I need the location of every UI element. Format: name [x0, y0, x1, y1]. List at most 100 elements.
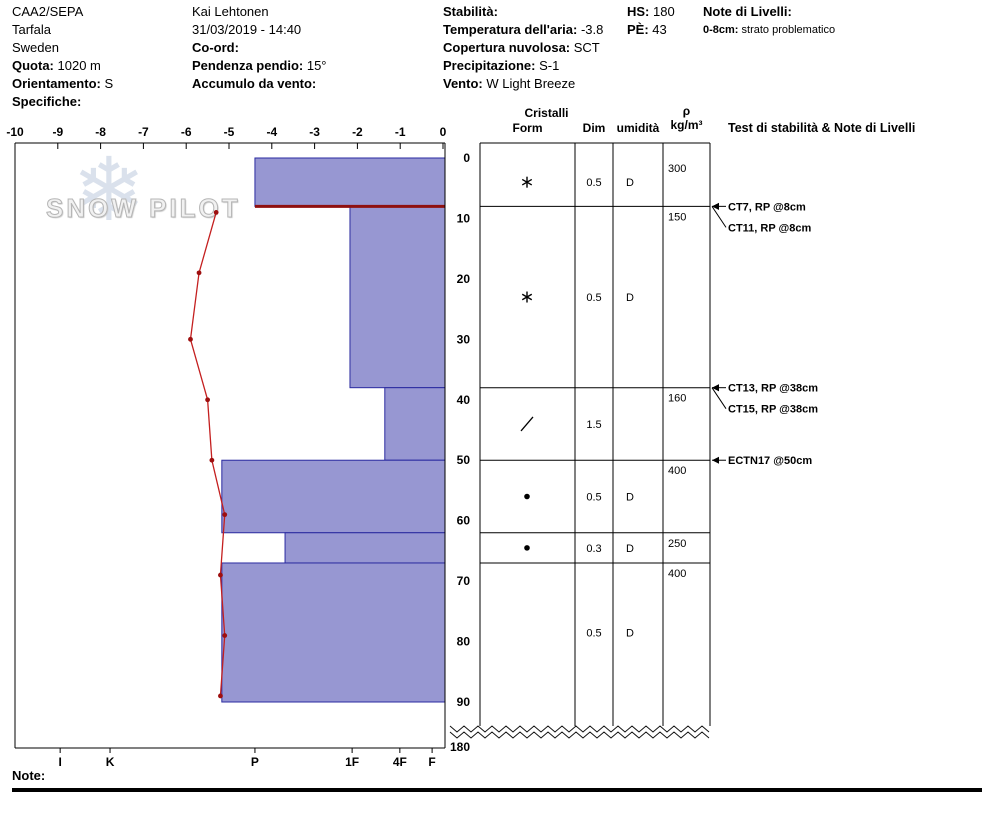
moisture-value: D	[626, 627, 634, 639]
col-header-tests: Test di stabilità & Note di Livelli	[728, 121, 916, 135]
hardness-tick-label: K	[106, 755, 115, 769]
depth-break-zigzag	[449, 731, 710, 739]
header-country: Sweden	[12, 40, 59, 55]
hardness-tick-label: P	[251, 755, 259, 769]
density-value: 400	[668, 568, 686, 580]
hardness-bar	[349, 205, 446, 389]
density-value: 160	[668, 393, 686, 405]
temperature-point	[218, 572, 223, 578]
temp-tick-label: -2	[352, 125, 363, 139]
temperature-point	[218, 693, 223, 699]
depth-label: 70	[457, 574, 471, 588]
temp-tick-label: -6	[181, 125, 192, 139]
depth-label: 90	[457, 695, 471, 709]
grain-size-value: 1.5	[586, 419, 601, 431]
test-annotation-label: CT7, RP @8cm	[728, 201, 806, 213]
depth-label: 40	[457, 393, 471, 407]
moisture-value: D	[626, 491, 634, 503]
field-pe: PÈ: 43	[627, 22, 667, 37]
moisture-value: D	[626, 177, 634, 189]
notes-di-livelli-title: Note di Livelli:	[703, 4, 792, 19]
temperature-point	[209, 457, 215, 463]
grain-size-value: 0.5	[586, 491, 601, 503]
depth-label: 20	[457, 272, 471, 286]
field-vento: Vento: W Light Breeze	[443, 76, 576, 91]
col-header-dim: Dim	[582, 121, 606, 135]
moisture-value: D	[626, 543, 634, 555]
temp-tick-label: -5	[224, 125, 235, 139]
temp-tick-label: -1	[395, 125, 406, 139]
grain-size-value: 0.5	[586, 292, 601, 304]
col-header-cristalli: Cristalli	[524, 106, 569, 120]
density-value: 150	[668, 211, 686, 223]
temperature-point	[188, 336, 193, 342]
depth-label: 80	[457, 635, 471, 649]
grain-stellar-icon	[521, 293, 533, 301]
bottom-rule	[12, 788, 982, 792]
header-location: Tarfala	[12, 22, 52, 37]
field-specifiche: Specifiche:	[12, 94, 82, 109]
note-entry: 0-8cm: strato problematico	[703, 24, 836, 36]
note-label: Note:	[12, 768, 46, 783]
temperature-point	[213, 210, 219, 215]
snowflake-icon: ❄	[72, 140, 146, 239]
field-datetime: 31/03/2019 - 14:40	[192, 22, 302, 37]
field-coord: Co-ord:	[192, 40, 239, 55]
temp-tick-label: -7	[138, 125, 149, 139]
header-org: CAA2/SEPA	[12, 4, 84, 19]
temp-tick-label: -8	[95, 125, 106, 139]
grain-size-value: 0.3	[586, 543, 601, 555]
grain-size-value: 0.5	[586, 627, 601, 639]
hardness-bar	[221, 562, 446, 703]
temp-tick-label: -10	[6, 125, 24, 139]
total-depth-label: 180	[450, 740, 470, 754]
field-observer: Kai Lehtonen	[192, 4, 269, 19]
test-annotation-label: CT13, RP @38cm	[728, 383, 818, 395]
hardness-bar	[254, 157, 446, 207]
watermark-text: SNOW PILOT	[46, 193, 241, 224]
field-precipitazione: Precipitazione: S-1	[443, 58, 560, 73]
moisture-value: D	[626, 292, 634, 304]
test-arrow-line	[711, 387, 727, 409]
temperature-point	[196, 270, 202, 276]
hardness-tick-label: 1F	[345, 755, 359, 769]
hardness-tick-label: 4F	[393, 755, 407, 769]
grain-stellar-icon	[521, 178, 533, 186]
col-header-form: Form	[512, 121, 543, 135]
grain-size-value: 0.5	[586, 177, 601, 189]
field-temperatura-aria: Temperatura dell'aria: -3.8	[443, 22, 604, 37]
grain-slash-icon	[520, 416, 534, 432]
depth-label: 50	[457, 453, 471, 467]
hardness-bar	[221, 459, 446, 534]
hardness-tick-label: F	[428, 755, 435, 769]
field-copertura-nuvolosa: Copertura nuvolosa: SCT	[443, 40, 600, 55]
field-accumulo: Accumulo da vento:	[192, 76, 317, 91]
test-annotation-label: CT15, RP @38cm	[728, 404, 818, 416]
temperature-point	[205, 397, 211, 403]
test-arrowhead-icon	[712, 202, 719, 210]
temp-tick-label: -4	[266, 125, 277, 139]
density-value: 300	[668, 163, 686, 175]
temperature-point	[222, 512, 228, 518]
density-value: 400	[668, 465, 686, 477]
test-annotation-label: ECTN17 @50cm	[728, 455, 812, 467]
grain-round-icon	[524, 545, 530, 551]
temp-tick-label: 0	[440, 125, 447, 139]
temperature-line	[189, 212, 226, 697]
field-stabilita: Stabilità:	[443, 4, 498, 19]
field-orientamento: Orientamento: S	[12, 76, 114, 91]
hardness-bar	[284, 532, 446, 564]
field-pendenza: Pendenza pendio: 15°	[192, 58, 327, 73]
hardness-bar	[384, 387, 446, 461]
temperature-point	[222, 633, 228, 638]
col-header-rho: ρ	[682, 104, 691, 118]
grain-round-icon	[524, 493, 530, 500]
temp-tick-label: -3	[309, 125, 320, 139]
test-arrowhead-icon	[712, 456, 719, 464]
test-annotation-label: CT11, RP @8cm	[728, 222, 812, 234]
hardness-tick-label: I	[58, 755, 61, 769]
field-quota: Quota: 1020 m	[12, 58, 101, 73]
col-header-rho-units: kg/m³	[670, 118, 703, 132]
